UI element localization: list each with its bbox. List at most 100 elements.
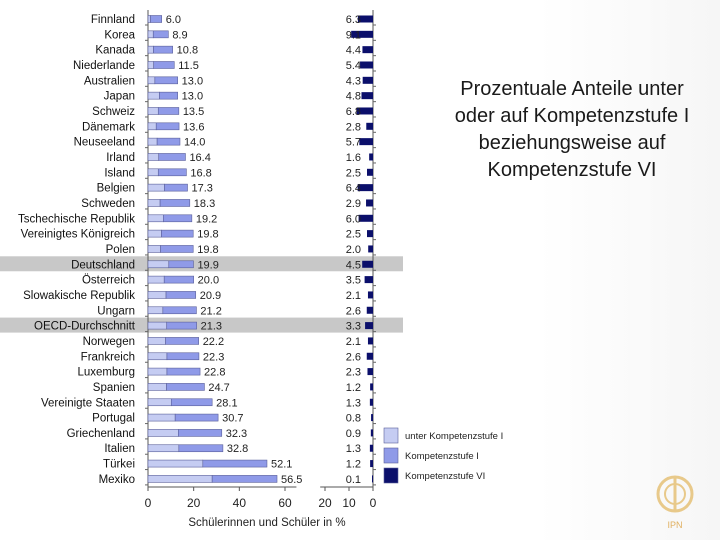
country-label: Slowakische Republik [23, 290, 135, 302]
left-x-tick-label: 0 [145, 496, 152, 510]
slide-title: Prozentuale Anteile unter oder auf Kompe… [424, 76, 720, 184]
bar-level-6 [372, 475, 373, 483]
country-label: Island [104, 167, 135, 179]
right-value-label: 6.0 [346, 213, 361, 225]
left-total-label: 8.9 [172, 29, 187, 41]
bar-level-6 [370, 429, 373, 437]
left-total-label: 30.7 [222, 413, 243, 425]
country-label: Neuseeland [74, 137, 135, 149]
left-total-label: 13.0 [182, 91, 203, 103]
right-value-label: 6.8 [346, 106, 361, 118]
left-total-label: 17.3 [192, 183, 213, 195]
bar-level-6 [367, 337, 373, 345]
right-value-label: 9.1 [346, 29, 361, 41]
bar-level-6 [367, 230, 373, 238]
left-total-label: 6.0 [166, 14, 181, 26]
bar-level-1 [178, 429, 223, 437]
right-value-label: 6.4 [346, 183, 361, 195]
country-label: Tschechische Republik [18, 213, 135, 225]
bar-level-6 [370, 383, 373, 391]
bar-below-level-1 [147, 337, 166, 345]
bar-level-6 [367, 168, 373, 176]
bar-level-6 [358, 214, 373, 222]
bar-level-1 [163, 275, 194, 284]
country-label: Ungarn [97, 305, 135, 317]
bar-level-1 [155, 122, 180, 131]
bar-level-1 [160, 245, 194, 253]
country-label: Türkei [103, 459, 135, 471]
bar-below-level-1 [147, 183, 165, 192]
right-value-label: 6.3 [346, 14, 361, 26]
country-label: Australien [84, 75, 135, 87]
right-value-label: 1.6 [346, 152, 361, 164]
country-label: Kanada [95, 45, 135, 57]
bar-level-6 [351, 30, 373, 38]
right-value-label: 0.9 [346, 428, 361, 440]
bar-level-1 [165, 291, 197, 299]
right-value-label: 1.2 [346, 459, 361, 471]
bar-below-level-1 [147, 444, 180, 453]
bar-below-level-1 [147, 30, 154, 39]
bar-level-1 [174, 413, 219, 422]
left-total-label: 28.1 [216, 397, 237, 409]
bar-level-1 [153, 45, 173, 54]
bar-level-1 [166, 321, 197, 330]
right-value-label: 5.7 [346, 137, 361, 149]
right-value-label: 2.6 [346, 305, 361, 317]
legend-swatch [383, 447, 399, 464]
bar-level-1 [152, 30, 169, 39]
left-total-label: 18.3 [194, 198, 215, 210]
bar-level-6 [368, 245, 373, 253]
country-label: Schweden [81, 198, 135, 210]
right-value-label: 2.1 [346, 336, 361, 348]
bar-level-6 [357, 184, 373, 192]
bar-below-level-1 [147, 245, 161, 253]
bar-level-1 [166, 383, 205, 391]
left-total-label: 56.5 [281, 474, 302, 486]
bar-level-6 [362, 76, 373, 84]
slide-title-line-4: Kompetenzstufe VI [487, 159, 657, 181]
bar-level-1 [150, 15, 163, 23]
bar-level-6 [366, 352, 373, 360]
bar-level-6 [369, 398, 373, 406]
bar-below-level-1 [147, 475, 213, 483]
left-total-label: 16.8 [190, 167, 211, 179]
right-value-label: 3.3 [346, 321, 361, 333]
right-value-label: 1.3 [346, 397, 361, 409]
bar-below-level-1 [147, 153, 160, 161]
country-label: Dänemark [82, 121, 135, 133]
left-total-label: 19.9 [197, 259, 218, 271]
left-total-label: 10.8 [177, 45, 198, 57]
bar-level-1 [158, 153, 186, 161]
bar-below-level-1 [147, 45, 154, 54]
bar-below-level-1 [147, 306, 164, 315]
country-label: Finnland [91, 14, 135, 26]
bar-below-level-1 [147, 76, 156, 85]
right-value-label: 4.8 [346, 91, 361, 103]
country-label: Korea [104, 29, 135, 41]
country-label: Griechenland [67, 428, 135, 440]
highlight-band-16 [0, 256, 403, 272]
country-label: Japan [104, 91, 135, 103]
right-value-label: 2.5 [346, 167, 361, 179]
bar-level-6 [364, 276, 373, 284]
country-label: Italien [104, 443, 135, 455]
country-label: Belgien [97, 183, 135, 195]
right-x-tick-label: 10 [342, 496, 356, 510]
right-value-label: 0.1 [346, 474, 361, 486]
bar-below-level-1 [147, 199, 161, 207]
right-value-label: 1.3 [346, 443, 361, 455]
bar-level-6 [370, 460, 373, 468]
right-value-label: 3.5 [346, 275, 361, 287]
bar-level-6 [362, 260, 373, 268]
left-total-label: 21.2 [200, 305, 221, 317]
bar-below-level-1 [147, 229, 162, 238]
left-total-label: 22.3 [203, 351, 224, 363]
left-total-label: 32.3 [226, 428, 247, 440]
bar-below-level-1 [147, 429, 179, 437]
bar-below-level-1 [147, 291, 167, 299]
bar-level-6 [369, 444, 373, 452]
bar-level-1 [153, 61, 175, 69]
bar-level-6 [360, 61, 373, 69]
right-value-label: 2.8 [346, 121, 361, 133]
